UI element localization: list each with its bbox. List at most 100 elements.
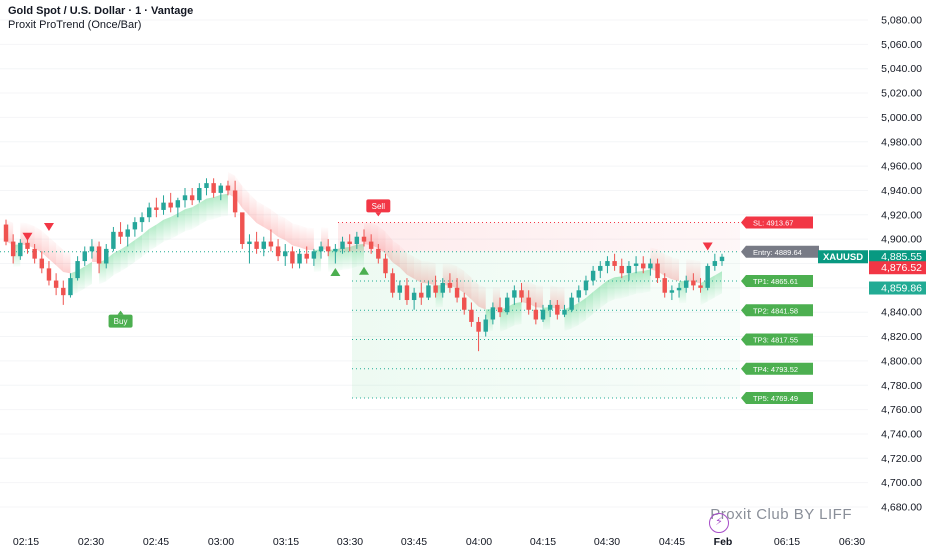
- candle[interactable]: [462, 292, 467, 315]
- candle[interactable]: [125, 224, 130, 247]
- candle[interactable]: [641, 256, 646, 274]
- candle[interactable]: [655, 258, 660, 283]
- candle[interactable]: [46, 261, 52, 286]
- candle[interactable]: [590, 265, 596, 286]
- candle[interactable]: [519, 282, 524, 303]
- candle[interactable]: [411, 287, 417, 310]
- candle[interactable]: [82, 246, 87, 266]
- candle[interactable]: [254, 231, 259, 254]
- candle[interactable]: [583, 275, 589, 296]
- candle[interactable]: [576, 285, 582, 303]
- candle[interactable]: [53, 273, 59, 296]
- candle[interactable]: [476, 317, 481, 352]
- candle[interactable]: [3, 219, 9, 246]
- candle[interactable]: [225, 180, 231, 196]
- candle[interactable]: [333, 244, 338, 264]
- candle[interactable]: [10, 234, 16, 264]
- candle[interactable]: [368, 234, 374, 254]
- candle[interactable]: [497, 297, 503, 318]
- candle[interactable]: [419, 282, 424, 305]
- candle[interactable]: [182, 188, 188, 208]
- candle[interactable]: [168, 192, 173, 213]
- candle[interactable]: [490, 302, 496, 325]
- candle[interactable]: [433, 275, 438, 298]
- candle[interactable]: [705, 263, 710, 291]
- candle[interactable]: [18, 239, 23, 260]
- candle[interactable]: [104, 244, 109, 269]
- candle[interactable]: [118, 222, 123, 245]
- candle[interactable]: [175, 197, 181, 218]
- candle[interactable]: [275, 239, 281, 262]
- candle[interactable]: [555, 300, 560, 320]
- candle[interactable]: [397, 280, 403, 301]
- candle[interactable]: [619, 258, 624, 279]
- candle[interactable]: [218, 183, 224, 201]
- candle[interactable]: [211, 178, 216, 198]
- candle[interactable]: [633, 256, 639, 274]
- candle[interactable]: [669, 285, 675, 301]
- candle[interactable]: [683, 275, 689, 293]
- candle[interactable]: [304, 246, 309, 264]
- candle[interactable]: [75, 256, 80, 281]
- candle[interactable]: [612, 253, 617, 271]
- candle[interactable]: [676, 282, 682, 298]
- candle[interactable]: [483, 314, 488, 337]
- candle[interactable]: [533, 302, 539, 325]
- candle[interactable]: [189, 188, 195, 206]
- candle[interactable]: [376, 244, 381, 264]
- candle[interactable]: [61, 280, 66, 305]
- candle[interactable]: [96, 241, 102, 274]
- indicator-title[interactable]: Proxit ProTrend (Once/Bar): [8, 19, 142, 31]
- candle[interactable]: [325, 239, 331, 257]
- candle[interactable]: [426, 280, 431, 301]
- candle[interactable]: [347, 234, 352, 252]
- candle[interactable]: [247, 234, 252, 264]
- candle[interactable]: [648, 258, 653, 276]
- candle[interactable]: [547, 300, 553, 318]
- candle[interactable]: [404, 278, 410, 305]
- candle[interactable]: [297, 248, 302, 269]
- candle[interactable]: [361, 229, 367, 247]
- candle[interactable]: [232, 180, 238, 218]
- candle[interactable]: [390, 268, 395, 298]
- candle[interactable]: [311, 248, 317, 266]
- candle[interactable]: [626, 261, 632, 281]
- candle[interactable]: [447, 273, 453, 293]
- candle[interactable]: [161, 195, 166, 215]
- candle[interactable]: [240, 212, 245, 249]
- candle[interactable]: [712, 253, 718, 271]
- candle[interactable]: [204, 178, 209, 196]
- candle[interactable]: [146, 202, 152, 223]
- candle[interactable]: [340, 236, 345, 254]
- candle[interactable]: [283, 244, 288, 266]
- buy-signal-label[interactable]: Buy: [108, 310, 133, 328]
- candle[interactable]: [504, 292, 510, 315]
- candle[interactable]: [719, 253, 725, 266]
- candle[interactable]: [662, 273, 667, 298]
- candle[interactable]: [469, 302, 474, 327]
- candle[interactable]: [132, 217, 138, 237]
- candle[interactable]: [111, 226, 116, 252]
- candle[interactable]: [89, 239, 95, 259]
- candle[interactable]: [318, 241, 324, 259]
- candle[interactable]: [68, 273, 73, 298]
- candle[interactable]: [598, 261, 603, 279]
- candle[interactable]: [540, 304, 546, 322]
- candle[interactable]: [197, 183, 202, 203]
- candle[interactable]: [139, 212, 145, 232]
- candle[interactable]: [440, 278, 445, 298]
- candle[interactable]: [605, 256, 610, 274]
- candle[interactable]: [290, 246, 295, 269]
- candle[interactable]: [526, 290, 531, 315]
- candle[interactable]: [691, 273, 696, 291]
- candle[interactable]: [32, 244, 37, 264]
- candle[interactable]: [154, 197, 159, 218]
- candle[interactable]: [268, 229, 274, 252]
- candle[interactable]: [354, 231, 360, 249]
- sell-signal-label[interactable]: Sell: [366, 199, 391, 217]
- symbol-title[interactable]: Gold Spot / U.S. Dollar · 1 · Vantage: [8, 5, 194, 17]
- candle[interactable]: [569, 292, 574, 313]
- candle[interactable]: [512, 285, 517, 305]
- candle[interactable]: [454, 278, 460, 303]
